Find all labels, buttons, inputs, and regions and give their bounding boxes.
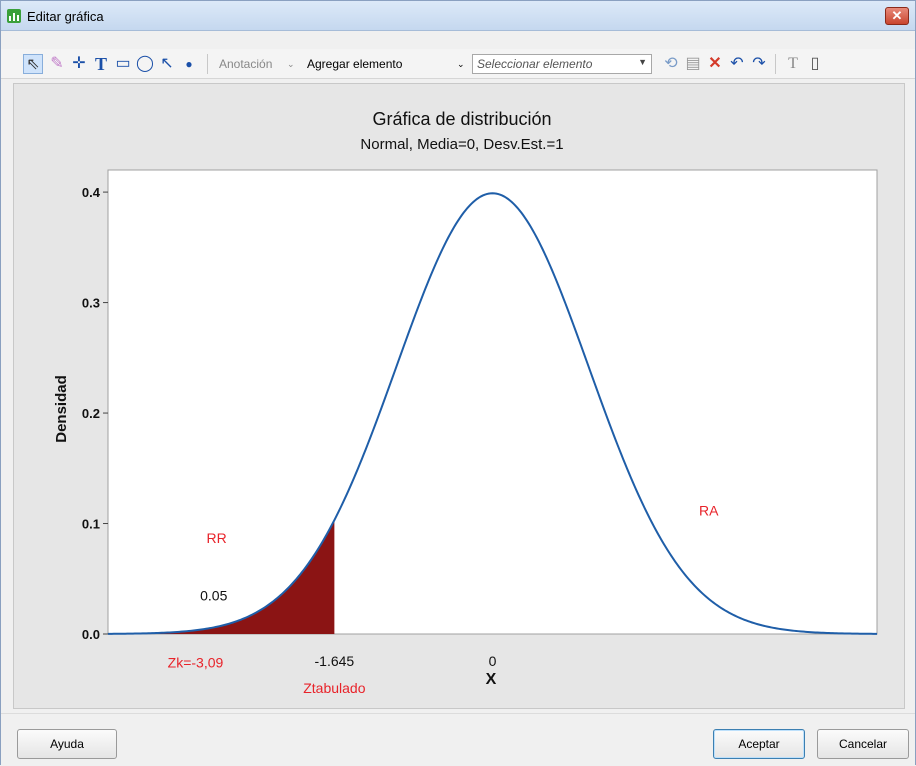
select-element-placeholder: Seleccionar elemento bbox=[477, 57, 593, 71]
delete-icon[interactable]: ✕ bbox=[708, 55, 722, 72]
y-tick-label: 0.4 bbox=[82, 185, 101, 200]
close-button[interactable]: ✕ bbox=[885, 7, 909, 25]
page-icon[interactable]: ▯ bbox=[810, 55, 820, 72]
chart-subtitle: Normal, Media=0, Desv.Est.=1 bbox=[360, 136, 563, 153]
window-title: Editar gráfica bbox=[27, 9, 104, 24]
undo-icon[interactable]: ↶ bbox=[730, 55, 744, 72]
x-tick-label: 0 bbox=[489, 653, 497, 669]
brush-tool-icon[interactable]: ✎ bbox=[50, 55, 64, 72]
toolbar-separator bbox=[207, 54, 208, 74]
plot-area bbox=[107, 169, 878, 635]
edit-toolbar: ⇖ ✎ ✛ T ▭ ◯ ↖ ● Anotación ⌄ Agregar elem… bbox=[1, 49, 915, 79]
ellipse-tool-icon[interactable]: ◯ bbox=[136, 55, 154, 72]
annotation-label: RA bbox=[699, 502, 719, 518]
help-button[interactable]: Ayuda bbox=[17, 729, 117, 759]
rejection-region-area bbox=[108, 520, 335, 634]
chart-marks: 0.0 0.1 0.2 0.3 0.4 -1.645 0 0.05 RR RA Zk=-3,09 Zt… bbox=[82, 185, 878, 696]
chevron-down-icon: ▼ bbox=[638, 57, 647, 67]
y-tick-label: 0.1 bbox=[82, 517, 100, 532]
title-bar: Editar gráfica ✕ bbox=[1, 1, 915, 31]
crosshair-tool-icon[interactable]: ✛ bbox=[72, 55, 86, 72]
annotation-menu[interactable]: Anotación bbox=[219, 57, 273, 71]
chevron-down-icon[interactable]: ⌄ bbox=[457, 59, 465, 69]
redo-icon[interactable]: ↷ bbox=[752, 55, 766, 72]
distribution-chart: Gráfica de distribución Normal, Media=0,… bbox=[53, 109, 878, 696]
y-tick-label: 0.3 bbox=[82, 296, 100, 311]
point-tool-icon[interactable]: ● bbox=[185, 57, 193, 71]
annotation-label: RR bbox=[207, 530, 227, 546]
pointer-tool-icon[interactable]: ⇖ bbox=[23, 54, 43, 74]
chevron-down-icon[interactable]: ⌄ bbox=[287, 59, 295, 69]
chart-title: Gráfica de distribución bbox=[372, 109, 551, 129]
x-tick-label: -1.645 bbox=[315, 653, 355, 669]
rectangle-tool-icon[interactable]: ▭ bbox=[115, 55, 131, 72]
cancel-button[interactable]: Cancelar bbox=[817, 729, 909, 759]
text-tool-icon[interactable]: T bbox=[94, 54, 107, 74]
y-axis-label: Densidad bbox=[53, 375, 70, 443]
x-axis-label: X bbox=[486, 671, 497, 688]
area-label: 0.05 bbox=[200, 587, 227, 603]
normal-density-curve bbox=[107, 192, 878, 635]
annotation-label: Ztabulado bbox=[303, 680, 365, 696]
chart-area: Gráfica de distribución Normal, Media=0,… bbox=[13, 83, 905, 709]
toolbar-separator bbox=[775, 54, 776, 74]
chart-app-icon bbox=[7, 9, 21, 23]
annotation-label: Zk=-3,09 bbox=[168, 655, 224, 671]
add-element-menu[interactable]: Agregar elemento bbox=[307, 57, 403, 71]
ok-button[interactable]: Aceptar bbox=[713, 729, 805, 759]
arrow-tool-icon[interactable]: ↖ bbox=[160, 55, 174, 72]
select-element-combo[interactable]: Seleccionar elemento ▼ bbox=[472, 54, 652, 74]
y-tick-label: 0.0 bbox=[82, 627, 100, 642]
y-tick-label: 0.2 bbox=[82, 406, 100, 421]
text-format-icon[interactable]: T bbox=[788, 55, 798, 72]
format-icon[interactable]: ⟲ bbox=[664, 55, 678, 72]
document-icon[interactable]: ▤ bbox=[685, 55, 701, 72]
